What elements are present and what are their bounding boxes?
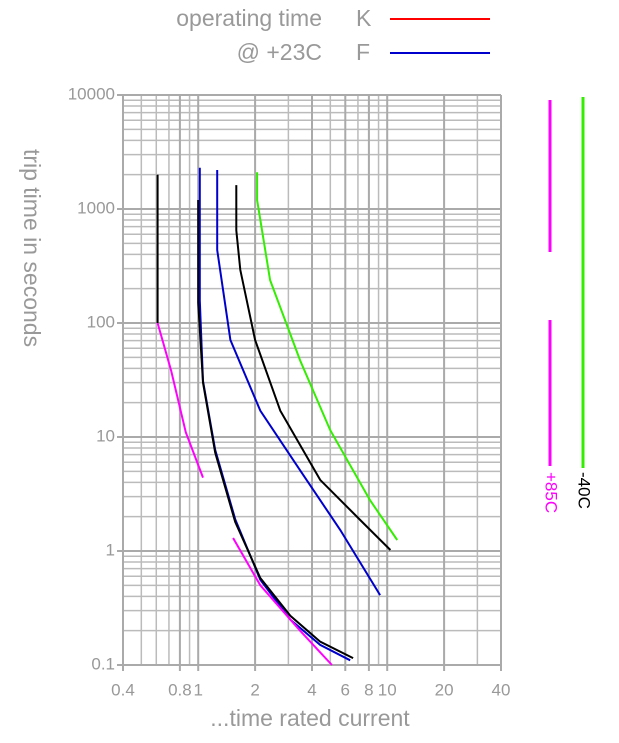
y-tick-label: 0.1 xyxy=(91,654,115,673)
side-bar-label: -40C xyxy=(575,472,594,509)
legend-title: @ +23C xyxy=(237,39,322,65)
y-tick-label: 1000 xyxy=(77,198,115,217)
curve xyxy=(198,167,351,662)
curve xyxy=(197,200,354,659)
curve xyxy=(235,185,392,551)
x-tick-label: 10 xyxy=(378,680,397,699)
legend-label: F xyxy=(356,39,370,65)
y-tick-label: 1 xyxy=(106,540,115,559)
y-tick-label: 10000 xyxy=(68,84,115,103)
legend-label: K xyxy=(356,5,372,31)
legend-title: operating time xyxy=(176,5,322,31)
curve xyxy=(232,537,333,666)
side-bar-label: +85C xyxy=(542,472,561,513)
x-tick-label: 0.8 xyxy=(168,680,192,699)
x-tick-label: 1 xyxy=(193,680,202,699)
y-axis-label: trip time in seconds xyxy=(19,149,45,347)
x-tick-label: 20 xyxy=(435,680,454,699)
x-tick-label: 2 xyxy=(250,680,259,699)
x-tick-label: 8 xyxy=(364,680,373,699)
x-tick-label: 4 xyxy=(307,680,316,699)
curve xyxy=(256,172,399,541)
curve xyxy=(156,322,204,478)
x-tick-label: 0.4 xyxy=(111,680,135,699)
y-tick-label: 10 xyxy=(96,426,115,445)
curve xyxy=(216,170,381,596)
x-tick-label: 6 xyxy=(341,680,350,699)
x-axis-label: ...time rated current xyxy=(210,705,410,731)
y-tick-label: 100 xyxy=(87,312,115,331)
x-tick-label: 40 xyxy=(492,680,511,699)
